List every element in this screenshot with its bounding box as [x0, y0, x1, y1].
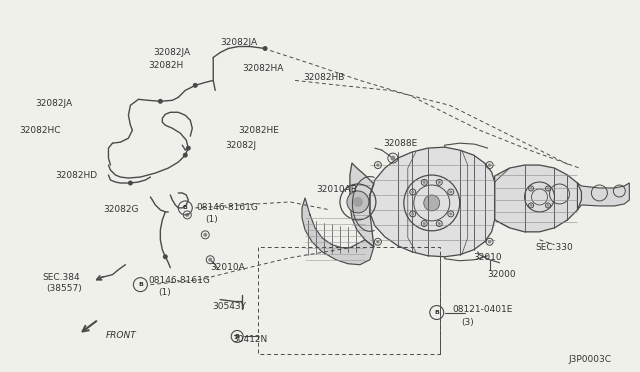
Circle shape [412, 212, 414, 215]
Text: 08121-0401E: 08121-0401E [452, 305, 513, 314]
Circle shape [438, 222, 441, 225]
Text: 32082JA: 32082JA [153, 48, 190, 57]
Circle shape [128, 180, 133, 186]
Text: 32082HB: 32082HB [303, 73, 344, 82]
Text: 32082HE: 32082HE [238, 126, 279, 135]
Circle shape [488, 240, 492, 244]
Text: 32000: 32000 [488, 270, 516, 279]
Circle shape [449, 212, 452, 215]
Text: B: B [435, 310, 439, 315]
Text: J3P0003C: J3P0003C [568, 355, 611, 364]
Text: 32010: 32010 [474, 253, 502, 262]
Circle shape [530, 204, 532, 207]
Circle shape [547, 187, 549, 190]
Circle shape [423, 181, 426, 184]
Text: 32082G: 32082G [103, 205, 138, 214]
Circle shape [424, 195, 440, 211]
Circle shape [390, 155, 396, 161]
Circle shape [449, 190, 452, 193]
Circle shape [412, 190, 414, 193]
Text: 32082J: 32082J [225, 141, 257, 150]
Text: SEC.330: SEC.330 [536, 243, 573, 252]
Text: B: B [138, 282, 143, 287]
Text: 32082HA: 32082HA [242, 64, 284, 73]
Text: 32010AB: 32010AB [316, 186, 357, 195]
Circle shape [186, 146, 191, 151]
Polygon shape [577, 183, 629, 210]
Text: 30543Y: 30543Y [212, 302, 246, 311]
Text: SEC.384: SEC.384 [43, 273, 80, 282]
Text: B: B [235, 334, 239, 339]
Circle shape [186, 213, 189, 217]
Circle shape [438, 181, 441, 184]
Text: 30412N: 30412N [232, 335, 268, 344]
Polygon shape [370, 147, 495, 257]
Circle shape [163, 254, 168, 259]
Circle shape [376, 163, 380, 167]
Circle shape [488, 163, 492, 167]
Circle shape [376, 240, 380, 244]
Text: 32082HC: 32082HC [19, 126, 61, 135]
Text: 32088E: 32088E [383, 139, 417, 148]
Text: 32082JA: 32082JA [35, 99, 72, 108]
Text: (1): (1) [205, 215, 218, 224]
Circle shape [347, 191, 369, 213]
Text: (3): (3) [461, 318, 474, 327]
Circle shape [158, 99, 163, 104]
Polygon shape [495, 165, 581, 232]
Text: 08146-8161G: 08146-8161G [196, 203, 258, 212]
Circle shape [530, 187, 532, 190]
Text: 32082H: 32082H [148, 61, 183, 70]
Circle shape [262, 46, 268, 51]
Polygon shape [350, 163, 374, 247]
Circle shape [183, 153, 188, 158]
Text: (1): (1) [158, 288, 171, 297]
Circle shape [193, 83, 198, 88]
Circle shape [353, 197, 363, 207]
Text: 32010A: 32010A [210, 263, 245, 272]
Text: 32082JA: 32082JA [220, 38, 257, 47]
Text: FRONT: FRONT [106, 331, 136, 340]
Text: (38557): (38557) [47, 284, 83, 293]
Polygon shape [302, 198, 374, 265]
Circle shape [204, 233, 207, 237]
Text: B: B [183, 205, 188, 211]
Circle shape [423, 222, 426, 225]
Text: 08146-8161G: 08146-8161G [148, 276, 211, 285]
Circle shape [547, 204, 549, 207]
Circle shape [208, 258, 212, 262]
Text: 32082HD: 32082HD [55, 170, 97, 180]
